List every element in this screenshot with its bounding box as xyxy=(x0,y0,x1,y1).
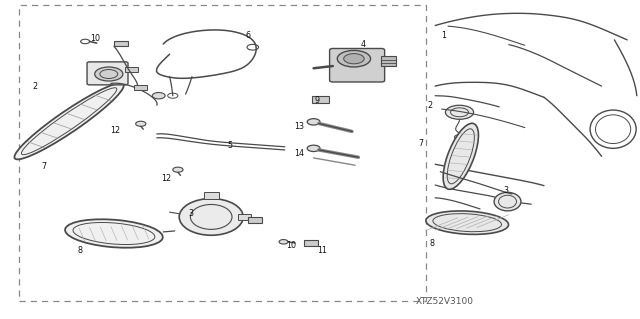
Text: 6: 6 xyxy=(246,31,251,40)
Circle shape xyxy=(344,54,364,64)
Ellipse shape xyxy=(494,192,521,211)
Ellipse shape xyxy=(65,219,163,248)
Text: 2: 2 xyxy=(428,101,433,110)
Text: 3: 3 xyxy=(188,209,193,218)
Bar xyxy=(381,56,396,66)
Text: 13: 13 xyxy=(294,122,305,130)
Bar xyxy=(238,214,251,220)
Bar xyxy=(204,192,219,199)
Circle shape xyxy=(307,145,320,152)
Text: 2: 2 xyxy=(33,82,38,91)
FancyBboxPatch shape xyxy=(330,48,385,82)
Text: 11: 11 xyxy=(317,246,327,255)
Text: 8: 8 xyxy=(77,246,83,255)
Circle shape xyxy=(136,121,146,126)
FancyBboxPatch shape xyxy=(87,62,128,85)
Bar xyxy=(114,41,128,46)
Circle shape xyxy=(173,167,183,172)
Circle shape xyxy=(337,50,371,67)
Text: 3: 3 xyxy=(503,186,508,195)
Bar xyxy=(19,5,426,301)
Bar xyxy=(248,217,262,223)
Text: 7: 7 xyxy=(418,139,423,148)
Text: 7: 7 xyxy=(41,162,46,171)
Circle shape xyxy=(454,135,465,140)
Text: 14: 14 xyxy=(294,149,305,158)
Ellipse shape xyxy=(179,198,243,235)
Ellipse shape xyxy=(443,123,479,189)
Circle shape xyxy=(95,67,123,81)
Text: 12: 12 xyxy=(110,126,120,135)
Bar xyxy=(304,240,318,246)
Circle shape xyxy=(152,93,165,99)
Text: 9: 9 xyxy=(314,96,319,105)
Text: XTZ52V3100: XTZ52V3100 xyxy=(416,297,474,306)
Text: 10: 10 xyxy=(286,241,296,250)
Text: 4: 4 xyxy=(361,40,366,49)
Circle shape xyxy=(445,105,474,119)
Text: 10: 10 xyxy=(90,34,100,43)
Circle shape xyxy=(307,119,320,125)
Text: 8: 8 xyxy=(429,239,435,248)
Bar xyxy=(125,67,138,72)
Text: 12: 12 xyxy=(161,174,172,182)
Text: 5: 5 xyxy=(228,141,233,150)
Ellipse shape xyxy=(426,211,509,234)
Circle shape xyxy=(279,240,288,244)
Ellipse shape xyxy=(15,83,124,160)
Text: 1: 1 xyxy=(441,31,446,40)
Bar xyxy=(134,85,147,90)
Bar xyxy=(312,96,329,103)
